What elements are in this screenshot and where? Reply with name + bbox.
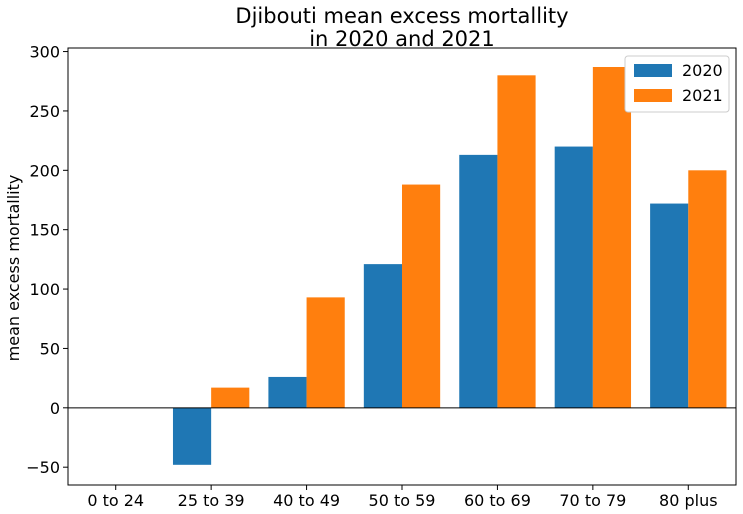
chart-title-line-2: in 2020 and 2021 — [309, 27, 495, 51]
chart-title-line-1: Djibouti mean excess mortallity — [235, 4, 568, 28]
x-tick-label: 0 to 24 — [87, 491, 144, 510]
x-tick-label: 40 to 49 — [273, 491, 340, 510]
bar-2021-5 — [592, 67, 632, 408]
bar-2021-2 — [306, 297, 345, 408]
y-tick-label: 50 — [40, 339, 60, 358]
y-tick-label: −50 — [26, 458, 60, 477]
x-tick-label: 70 to 79 — [559, 491, 626, 510]
bar-2020-1 — [172, 407, 212, 465]
y-tick-label: 100 — [29, 280, 60, 299]
bar-2021-1 — [211, 387, 250, 408]
bar-2020-5 — [554, 146, 593, 408]
bar-2020-3 — [363, 264, 402, 408]
x-tick-label: 80 plus — [659, 491, 718, 510]
bars-group — [172, 67, 727, 465]
bar-2021-6 — [688, 170, 727, 408]
x-tick-label: 25 to 39 — [178, 491, 245, 510]
x-axis: 0 to 24 25 to 39 40 to 49 50 to 59 60 to 69 7… — [87, 485, 718, 510]
legend-label-2021: 2021 — [682, 86, 723, 105]
y-tick-label: 150 — [29, 221, 60, 240]
x-tick-label: 50 to 59 — [369, 491, 436, 510]
bar-2021-3 — [402, 184, 441, 408]
bar-2021-4 — [497, 75, 536, 408]
legend-swatch-2021 — [634, 89, 672, 102]
legend: 2020 2021 — [624, 55, 730, 113]
y-tick-label: 0 — [50, 399, 60, 418]
y-axis: −50 0 50 100 150 200 250 300 — [26, 43, 68, 477]
bar-2020-6 — [650, 203, 689, 408]
x-tick-label: 60 to 69 — [464, 491, 531, 510]
y-tick-label: 250 — [29, 102, 60, 121]
legend-swatch-2020 — [634, 64, 672, 77]
bar-2020-4 — [459, 154, 498, 408]
bar-2020-2 — [268, 376, 307, 408]
legend-label-2020: 2020 — [682, 61, 723, 80]
y-axis-label: mean excess mortallity — [4, 175, 23, 362]
y-tick-label: 300 — [29, 43, 60, 62]
y-tick-label: 200 — [29, 161, 60, 180]
